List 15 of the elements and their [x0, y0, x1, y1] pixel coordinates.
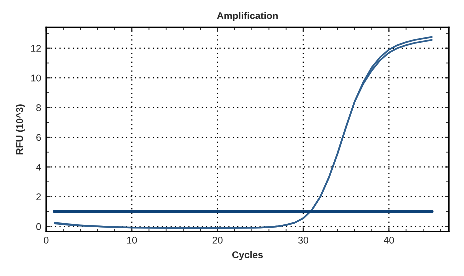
y-tick-label: 6 — [36, 134, 42, 142]
y-tick-label: 10 — [31, 74, 42, 82]
x-tick-label: 30 — [298, 236, 309, 244]
x-tick-label: 10 — [127, 236, 138, 244]
y-tick-label: 8 — [36, 104, 42, 112]
x-axis-title: Cycles — [232, 251, 264, 260]
y-tick-label: 0 — [36, 223, 42, 230]
x-tick-label: 20 — [212, 236, 223, 244]
y-tick-label: 4 — [36, 164, 42, 171]
y-tick-label: 2 — [36, 194, 42, 200]
x-tick-label: 0 — [44, 236, 49, 244]
y-tick-label: 12 — [31, 45, 42, 52]
chart-title: Amplification — [217, 12, 278, 22]
y-axis-title: RFU (10^3) — [16, 104, 26, 155]
x-tick-label: 40 — [384, 236, 394, 244]
